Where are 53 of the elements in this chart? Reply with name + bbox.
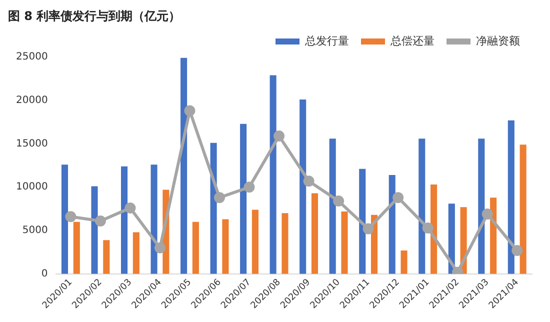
bar — [400, 250, 408, 274]
bar — [270, 75, 276, 274]
y-tick-label: 15000 — [16, 138, 48, 150]
point — [333, 196, 344, 207]
y-tick-label: 20000 — [16, 94, 48, 106]
point — [482, 208, 493, 220]
y-tick-label: 10000 — [16, 182, 48, 193]
point — [154, 242, 166, 254]
point — [184, 105, 196, 116]
bar — [329, 138, 336, 274]
bar — [150, 164, 158, 274]
y-tick-label: 0 — [41, 268, 48, 280]
point — [214, 192, 225, 204]
bar — [61, 164, 68, 274]
bar — [311, 193, 318, 274]
legend-label: 总偿还量 — [390, 34, 434, 48]
point — [274, 130, 285, 142]
bar — [120, 166, 128, 274]
bar — [478, 138, 485, 274]
bar — [520, 144, 526, 274]
bar — [180, 58, 188, 274]
bar — [300, 100, 306, 274]
y-tick-label: 25000 — [16, 52, 48, 63]
bar — [490, 198, 497, 274]
bar — [282, 213, 288, 274]
point — [124, 202, 136, 214]
legend-label: 净融资额 — [476, 34, 520, 48]
bar — [388, 175, 396, 274]
bar — [359, 168, 366, 274]
point — [392, 192, 404, 204]
bar — [103, 240, 110, 274]
point — [65, 211, 76, 222]
bar — [508, 120, 514, 274]
point — [94, 215, 106, 226]
point — [362, 223, 374, 234]
bar — [341, 211, 348, 274]
bar — [252, 210, 258, 274]
legend-label: 总发行量 — [304, 34, 349, 48]
bar — [418, 138, 426, 274]
bar — [210, 142, 217, 274]
bar — [192, 222, 199, 274]
point — [303, 176, 314, 187]
bar — [132, 232, 140, 274]
bar — [430, 184, 438, 274]
y-tick-label: 5000 — [22, 225, 48, 236]
point — [422, 222, 434, 234]
bar — [91, 186, 98, 274]
point — [512, 245, 523, 256]
bar — [73, 222, 80, 274]
bar — [240, 124, 247, 274]
chart-title: 图 8 利率债发行与到期（亿元） — [8, 8, 182, 24]
point — [244, 182, 255, 193]
bar — [222, 219, 229, 274]
